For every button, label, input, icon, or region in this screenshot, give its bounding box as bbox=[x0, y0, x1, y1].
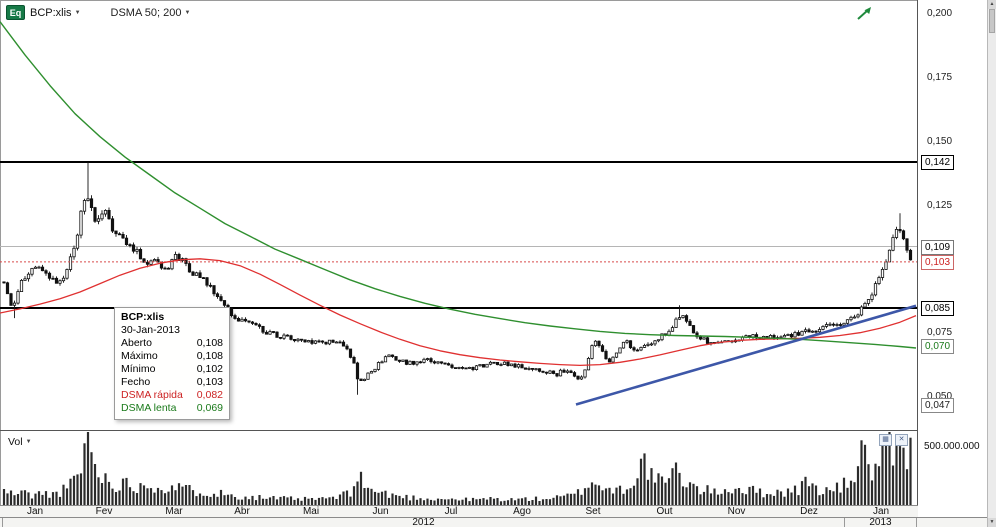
month-label: Mar bbox=[165, 506, 183, 517]
chevron-down-icon: ▼ bbox=[74, 9, 81, 16]
month-label: Ago bbox=[513, 506, 531, 517]
panel-borders bbox=[0, 0, 988, 517]
indicator-label: DSMA 50; 200 bbox=[110, 6, 182, 19]
moving-averages-layer bbox=[0, 21, 917, 367]
chevron-down-icon: ▼ bbox=[25, 439, 32, 445]
dsma-slow-line bbox=[0, 21, 917, 349]
tooltip-row: Fecho 0,103 bbox=[121, 376, 223, 388]
scroll-down-button[interactable]: ▼ bbox=[988, 518, 996, 527]
price-level-badge: 0,085 bbox=[921, 300, 955, 316]
chevron-down-icon: ▼ bbox=[184, 9, 191, 16]
volume-indicator-dropdown[interactable]: Vol ▼ bbox=[8, 436, 32, 448]
price-level-badge: 0,047 bbox=[921, 398, 955, 413]
price-level-badge: 0,142 bbox=[921, 155, 955, 171]
year-label bbox=[917, 518, 995, 527]
data-window-tooltip: BCP:xlis 30-Jan-2013 Aberto 0,108 Máximo 0,… bbox=[114, 307, 230, 420]
price-tick-label: 0,050 bbox=[927, 391, 953, 403]
price-axis: 0,200 0,175 0,150 0,125 0,075 0,050 0,142 0,109… bbox=[918, 0, 988, 517]
month-label: Set bbox=[585, 506, 601, 517]
month-label: Jan bbox=[26, 506, 44, 517]
tooltip-row: Máximo 0,108 bbox=[121, 350, 223, 362]
month-label: Jul bbox=[444, 506, 458, 517]
month-axis: Jan Fev Mar Abr Mai Jun Jul Ago Set Out Nov Dez Jan bbox=[0, 505, 996, 517]
tooltip-symbol: BCP:xlis bbox=[121, 311, 165, 323]
volume-panel-controls: ▦ ✕ bbox=[879, 434, 908, 446]
month-label: Out bbox=[656, 506, 673, 517]
month-label: Mai bbox=[302, 506, 320, 517]
tooltip-rows: Aberto 0,108 Máximo 0,108 Mínimo 0,102 Fecho 0,… bbox=[121, 337, 223, 415]
candles-layer bbox=[2, 162, 913, 395]
tooltip-row: Aberto 0,108 bbox=[121, 337, 223, 349]
month-label: Abr bbox=[234, 506, 250, 517]
price-levels-layer bbox=[0, 161, 917, 309]
trendline-object[interactable] bbox=[575, 304, 917, 406]
close-panel-icon[interactable]: ✕ bbox=[895, 434, 908, 446]
dsma-fast-line bbox=[0, 258, 917, 367]
price-tick-label: 0,075 bbox=[927, 327, 953, 339]
price-level-badge: 0,103 bbox=[921, 254, 955, 270]
year-label: 2012 bbox=[2, 518, 845, 527]
indicator-dropdown[interactable]: DSMA 50; 200 ▼ bbox=[111, 7, 191, 19]
tooltip-row: Mínimo 0,102 bbox=[121, 363, 223, 375]
volume-bars-layer bbox=[2, 432, 912, 505]
month-label: Jan bbox=[872, 506, 890, 517]
price-tick-label: 0,150 bbox=[927, 135, 953, 147]
scroll-up-button[interactable]: ▲ bbox=[988, 0, 996, 9]
year-label: 2013 bbox=[845, 518, 917, 527]
month-label: Jun bbox=[372, 506, 389, 517]
price-tick-label: 0,200 bbox=[927, 8, 953, 19]
tooltip-date: 30-Jan-2013 bbox=[121, 324, 180, 336]
price-tick-label: 0,125 bbox=[927, 199, 953, 211]
equity-badge: Eq bbox=[6, 5, 25, 20]
axis-ticks-layer bbox=[1, 13, 922, 511]
chart-toolbar: Eq BCP:xlis ▼ DSMA 50; 200 ▼ bbox=[6, 5, 190, 20]
price-level-badge: 0,070 bbox=[921, 339, 955, 355]
volume-label: Vol bbox=[8, 436, 23, 448]
price-tick-label: 0,175 bbox=[927, 71, 953, 83]
symbol-label: BCP:xlis bbox=[30, 6, 72, 19]
volume-axis-tick: 500.000.000 bbox=[924, 441, 980, 452]
scrollbar-thumb[interactable] bbox=[989, 9, 995, 33]
symbol-dropdown[interactable]: BCP:xlis ▼ bbox=[30, 7, 81, 19]
tooltip-row: DSMA rápida 0,082 bbox=[121, 389, 223, 401]
month-label: Fev bbox=[95, 506, 113, 517]
tooltip-row: DSMA lenta 0,069 bbox=[121, 402, 223, 414]
restore-panel-icon[interactable]: ▦ bbox=[879, 434, 892, 446]
price-level-badge: 0,109 bbox=[921, 239, 955, 255]
month-label: Dez bbox=[800, 506, 818, 517]
trendline-tool-icon[interactable] bbox=[855, 5, 875, 28]
month-label: Nov bbox=[727, 506, 746, 517]
year-axis: 2012 2013 bbox=[0, 517, 996, 527]
vertical-scrollbar[interactable]: ▲ ▼ bbox=[987, 0, 996, 527]
